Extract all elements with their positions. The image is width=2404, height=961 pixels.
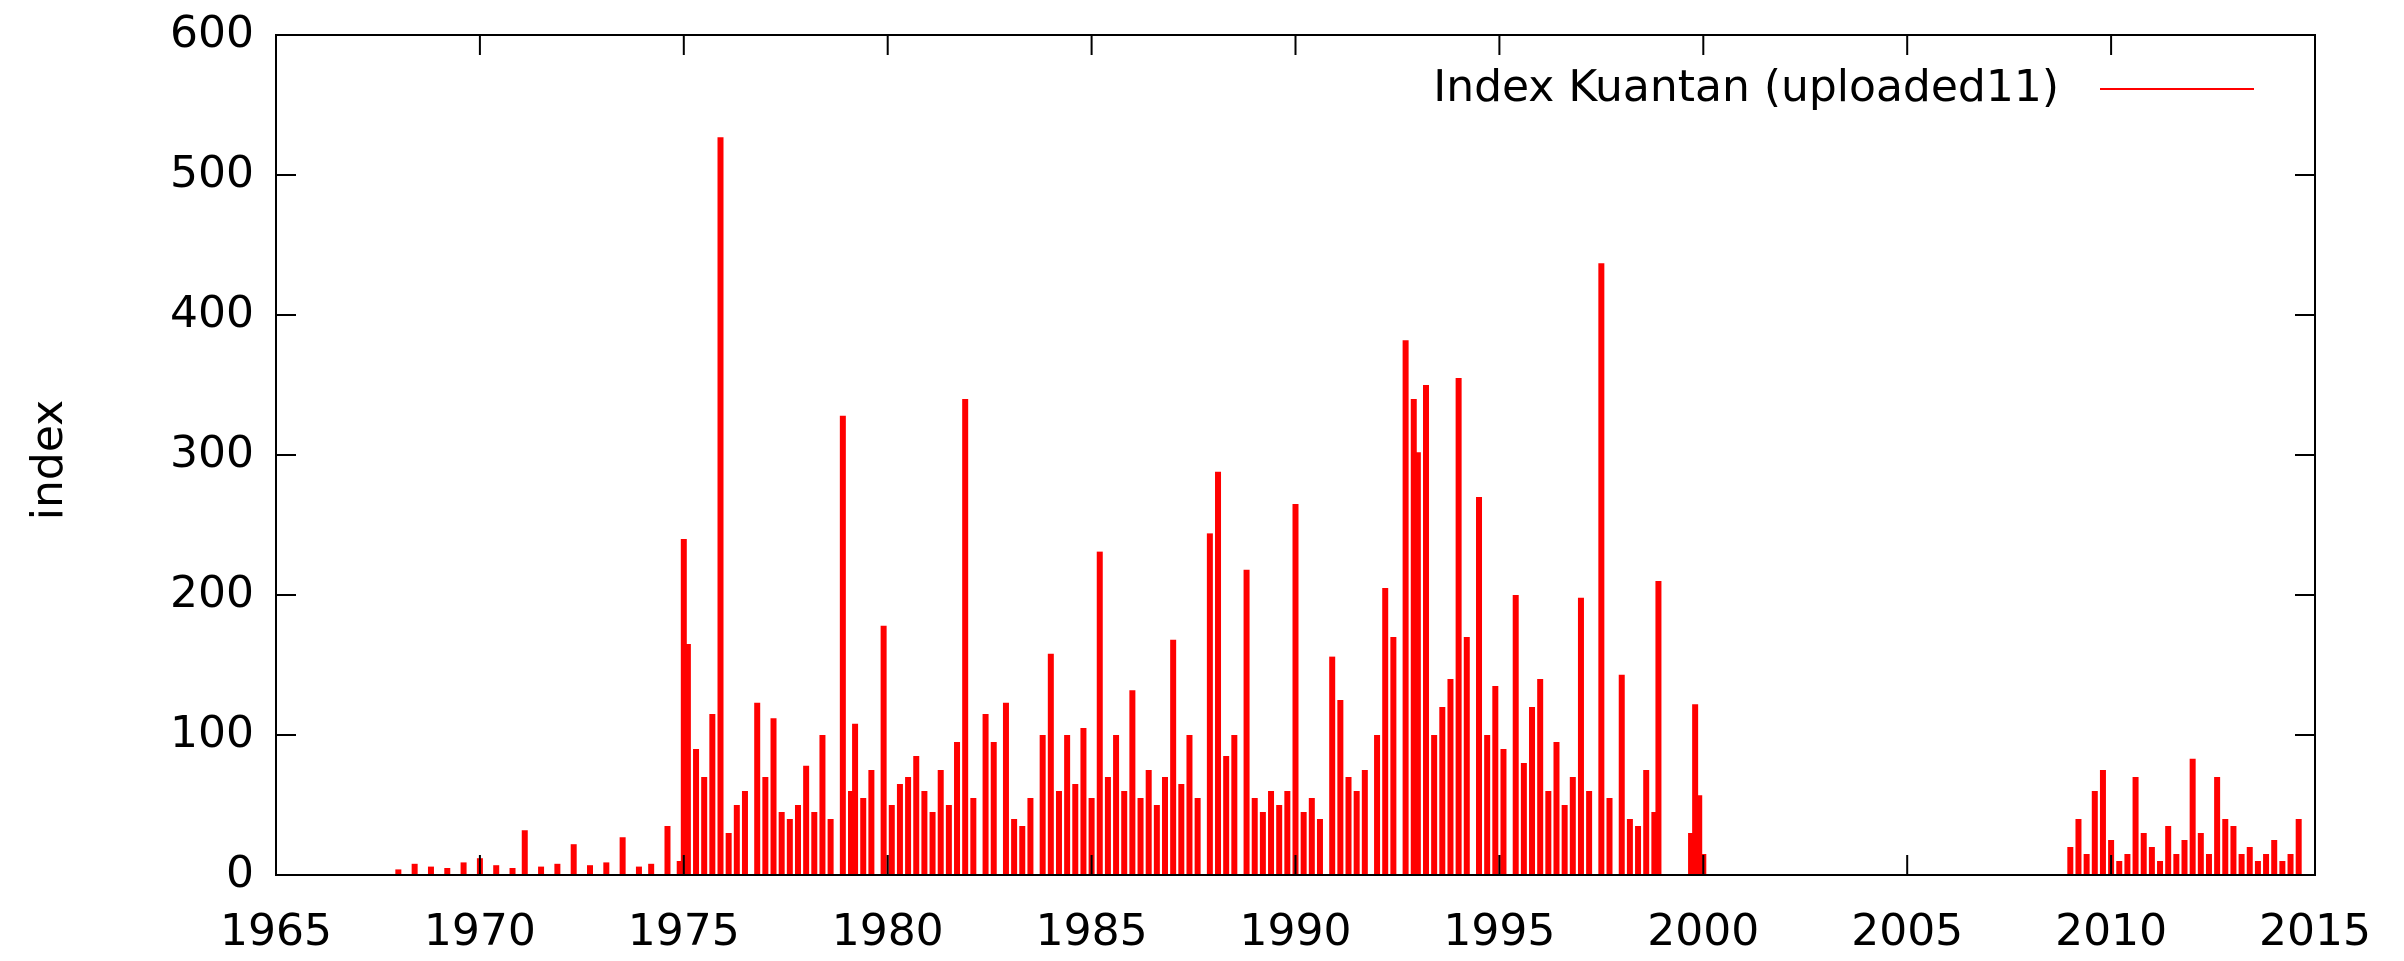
y-tick-label: 500 [170,147,254,198]
y-tick-label: 300 [170,427,254,478]
legend-label: Index Kuantan (uploaded11) [1433,61,2059,112]
y-tick-label: 400 [170,287,254,338]
x-tick-label: 1980 [832,905,944,956]
y-tick-label: 600 [170,7,254,58]
y-tick-label: 100 [170,707,254,758]
plot-border [275,34,2316,876]
x-tick-label: 1990 [1240,905,1352,956]
x-tick-label: 1995 [1443,905,1555,956]
x-tick-label: 1985 [1036,905,1148,956]
x-tick-label: 1970 [424,905,536,956]
x-tick-label: 2005 [1851,905,1963,956]
x-tick-label: 1965 [220,905,332,956]
x-tick-label: 2010 [2055,905,2167,956]
x-tick-label: 2015 [2259,905,2371,956]
x-tick-label: 1975 [628,905,740,956]
y-tick-label: 200 [170,567,254,618]
y-axis-label: index [22,400,73,520]
y-tick-label: 0 [226,847,254,898]
x-tick-label: 2000 [1647,905,1759,956]
